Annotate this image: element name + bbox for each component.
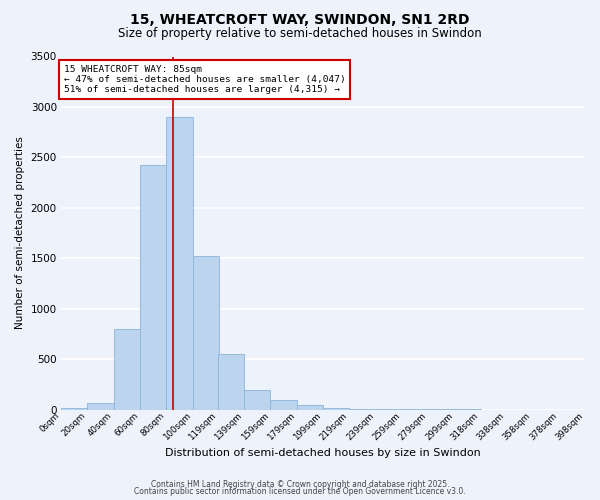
Bar xyxy=(218,354,244,410)
Bar xyxy=(166,117,193,410)
Text: Contains HM Land Registry data © Crown copyright and database right 2025.: Contains HM Land Registry data © Crown c… xyxy=(151,480,449,489)
Bar xyxy=(296,406,323,409)
Bar xyxy=(271,400,296,409)
Bar xyxy=(349,408,376,410)
Text: 15, WHEATCROFT WAY, SWINDON, SN1 2RD: 15, WHEATCROFT WAY, SWINDON, SN1 2RD xyxy=(130,12,470,26)
Bar xyxy=(323,408,349,410)
Bar xyxy=(61,408,88,410)
Bar xyxy=(193,256,219,410)
Bar xyxy=(140,166,166,410)
Bar xyxy=(244,390,271,409)
Bar xyxy=(88,404,113,409)
Text: Size of property relative to semi-detached houses in Swindon: Size of property relative to semi-detach… xyxy=(118,28,482,40)
Text: 15 WHEATCROFT WAY: 85sqm
← 47% of semi-detached houses are smaller (4,047)
51% o: 15 WHEATCROFT WAY: 85sqm ← 47% of semi-d… xyxy=(64,64,346,94)
Text: Contains public sector information licensed under the Open Government Licence v3: Contains public sector information licen… xyxy=(134,487,466,496)
Bar xyxy=(113,329,140,409)
Y-axis label: Number of semi-detached properties: Number of semi-detached properties xyxy=(15,136,25,330)
X-axis label: Distribution of semi-detached houses by size in Swindon: Distribution of semi-detached houses by … xyxy=(165,448,481,458)
